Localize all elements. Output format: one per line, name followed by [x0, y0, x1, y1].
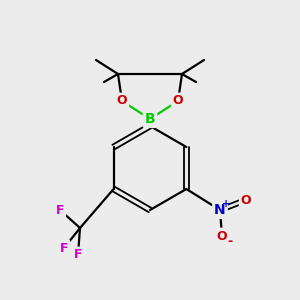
Text: +: + [222, 199, 230, 209]
Text: B: B [145, 112, 155, 126]
Text: F: F [56, 203, 64, 217]
Text: -: - [227, 235, 232, 248]
Text: O: O [241, 194, 251, 206]
Text: N: N [214, 203, 226, 217]
Text: O: O [217, 230, 227, 242]
Text: F: F [74, 248, 82, 262]
Text: F: F [60, 242, 68, 254]
Text: O: O [117, 94, 127, 107]
Text: O: O [173, 94, 183, 107]
